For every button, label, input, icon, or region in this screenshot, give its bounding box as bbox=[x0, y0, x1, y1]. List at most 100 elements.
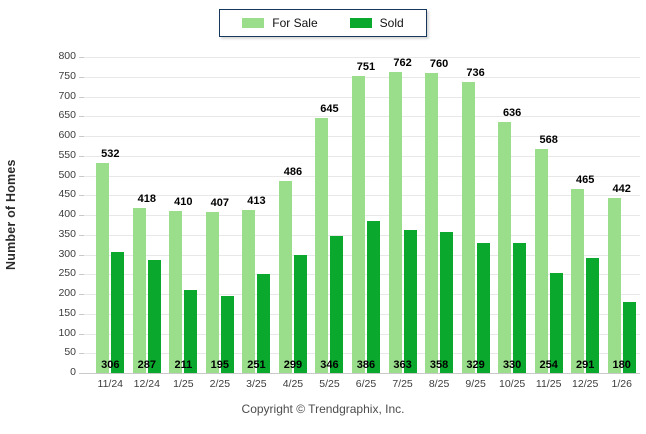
sold-value-label: 254 bbox=[539, 359, 558, 371]
sold-bar bbox=[586, 258, 600, 373]
y-tick-mark bbox=[79, 353, 84, 355]
for-sale-bar bbox=[96, 162, 110, 373]
bar-group: 407 195 2/25 bbox=[202, 57, 239, 390]
for-sale-bar bbox=[461, 82, 475, 373]
x-tick-label: 12/25 bbox=[572, 378, 599, 390]
for-sale-bar bbox=[498, 121, 512, 373]
y-tick-label: 750 bbox=[58, 69, 76, 82]
bar-group: 465 291 12/25 bbox=[567, 57, 604, 390]
for-sale-bar bbox=[571, 189, 585, 373]
for-sale-value-label: 760 bbox=[429, 57, 449, 70]
bar-group: 418 287 12/24 bbox=[129, 57, 166, 390]
for-sale-bar bbox=[607, 198, 621, 373]
plot-area: 0 50 100 150 200 250 300 350 400 450 500 550 600 650 7… bbox=[58, 50, 640, 390]
for-sale-value-label: 636 bbox=[502, 106, 522, 119]
x-tick-label: 8/25 bbox=[428, 378, 450, 390]
bar-group: 568 254 11/25 bbox=[530, 57, 567, 390]
y-tick-label: 300 bbox=[58, 247, 76, 260]
for-sale-value-label: 762 bbox=[393, 57, 412, 70]
y-tick-label: 550 bbox=[58, 148, 76, 161]
for-sale-value-label: 645 bbox=[320, 103, 339, 116]
y-tick-mark bbox=[79, 274, 84, 276]
sold-value-label: 211 bbox=[174, 359, 193, 371]
x-tick-label: 12/24 bbox=[133, 378, 160, 390]
bar-group: 736 329 9/25 bbox=[457, 57, 494, 390]
for-sale-value-label: 418 bbox=[137, 192, 156, 205]
for-sale-bar bbox=[315, 118, 329, 373]
sold-value-label: 358 bbox=[429, 359, 449, 371]
sold-swatch-icon bbox=[349, 18, 372, 28]
y-tick-mark bbox=[79, 215, 84, 216]
sold-bar bbox=[184, 289, 198, 373]
bar-group: 751 386 6/25 bbox=[348, 57, 385, 390]
x-tick-label: 5/25 bbox=[319, 378, 340, 390]
sold-value-label: 299 bbox=[283, 359, 303, 371]
x-tick-label: 7/25 bbox=[392, 378, 413, 390]
y-tick-label: 800 bbox=[58, 50, 76, 62]
y-tick-mark bbox=[79, 294, 84, 295]
for-sale-value-label: 413 bbox=[247, 194, 266, 207]
for-sale-bar bbox=[278, 181, 292, 373]
y-tick-mark bbox=[79, 76, 84, 78]
for-sale-value-label: 736 bbox=[466, 67, 485, 80]
y-tick-label: 150 bbox=[58, 306, 76, 319]
bar-group: 636 330 10/25 bbox=[494, 57, 531, 390]
x-tick-label: 2/25 bbox=[209, 378, 231, 390]
legend-item-sold: Sold bbox=[349, 16, 404, 30]
gridline bbox=[84, 57, 640, 58]
sold-bar bbox=[147, 259, 161, 373]
x-tick-label: 1/26 bbox=[611, 378, 632, 390]
y-tick-mark bbox=[79, 175, 84, 177]
sold-bar bbox=[622, 301, 636, 373]
sold-value-label: 346 bbox=[320, 359, 339, 371]
y-tick-label: 350 bbox=[58, 227, 76, 240]
sold-bar bbox=[403, 229, 417, 373]
y-tick-label: 250 bbox=[58, 267, 76, 280]
for-sale-value-label: 486 bbox=[283, 166, 303, 179]
sold-value-label: 386 bbox=[356, 359, 376, 371]
bar-group: 410 211 1/25 bbox=[165, 57, 202, 390]
for-sale-bar bbox=[132, 207, 146, 373]
y-tick-mark bbox=[79, 57, 84, 58]
for-sale-bar bbox=[242, 209, 256, 373]
legend-item-for-sale: For Sale bbox=[242, 16, 318, 30]
y-tick-mark bbox=[79, 254, 84, 256]
sold-bar bbox=[293, 254, 307, 373]
sold-bar bbox=[257, 273, 271, 373]
for-sale-value-label: 465 bbox=[576, 174, 595, 187]
y-axis-title: Number of Homes bbox=[4, 159, 18, 271]
sold-value-label: 291 bbox=[576, 359, 595, 371]
x-tick-label: 11/24 bbox=[97, 378, 124, 390]
for-sale-value-label: 407 bbox=[210, 197, 230, 210]
for-sale-bar bbox=[205, 212, 219, 373]
sold-value-label: 363 bbox=[393, 359, 412, 371]
sold-bar bbox=[440, 231, 454, 373]
bar-group: 645 346 5/25 bbox=[311, 57, 348, 390]
for-sale-value-label: 532 bbox=[101, 147, 120, 160]
y-tick-label: 700 bbox=[58, 89, 76, 102]
y-tick-label: 600 bbox=[58, 129, 76, 141]
for-sale-bar bbox=[169, 211, 183, 373]
y-tick-label: 50 bbox=[64, 346, 76, 359]
legend: For Sale Sold bbox=[219, 9, 427, 37]
y-tick-mark bbox=[79, 195, 84, 197]
x-tick-label: 9/25 bbox=[465, 378, 486, 390]
sold-value-label: 329 bbox=[466, 359, 485, 371]
bar-group: 442 180 1/26 bbox=[603, 57, 640, 390]
y-tick-mark bbox=[79, 116, 84, 118]
y-tick-label: 650 bbox=[58, 109, 76, 122]
sold-bar bbox=[549, 272, 563, 373]
sold-value-label: 330 bbox=[502, 359, 522, 371]
sold-bar bbox=[111, 252, 125, 373]
y-tick-label: 500 bbox=[58, 168, 76, 181]
sold-bar bbox=[513, 242, 527, 373]
for-sale-value-label: 751 bbox=[356, 61, 376, 74]
sold-value-label: 287 bbox=[137, 359, 156, 371]
bar-group: 760 358 8/25 bbox=[421, 57, 458, 390]
y-tick-mark bbox=[79, 155, 84, 157]
x-tick-label: 11/25 bbox=[535, 378, 562, 390]
bar-group: 762 363 7/25 bbox=[384, 57, 421, 390]
sold-bar bbox=[476, 243, 490, 373]
legend-label-for-sale: For Sale bbox=[272, 16, 318, 30]
